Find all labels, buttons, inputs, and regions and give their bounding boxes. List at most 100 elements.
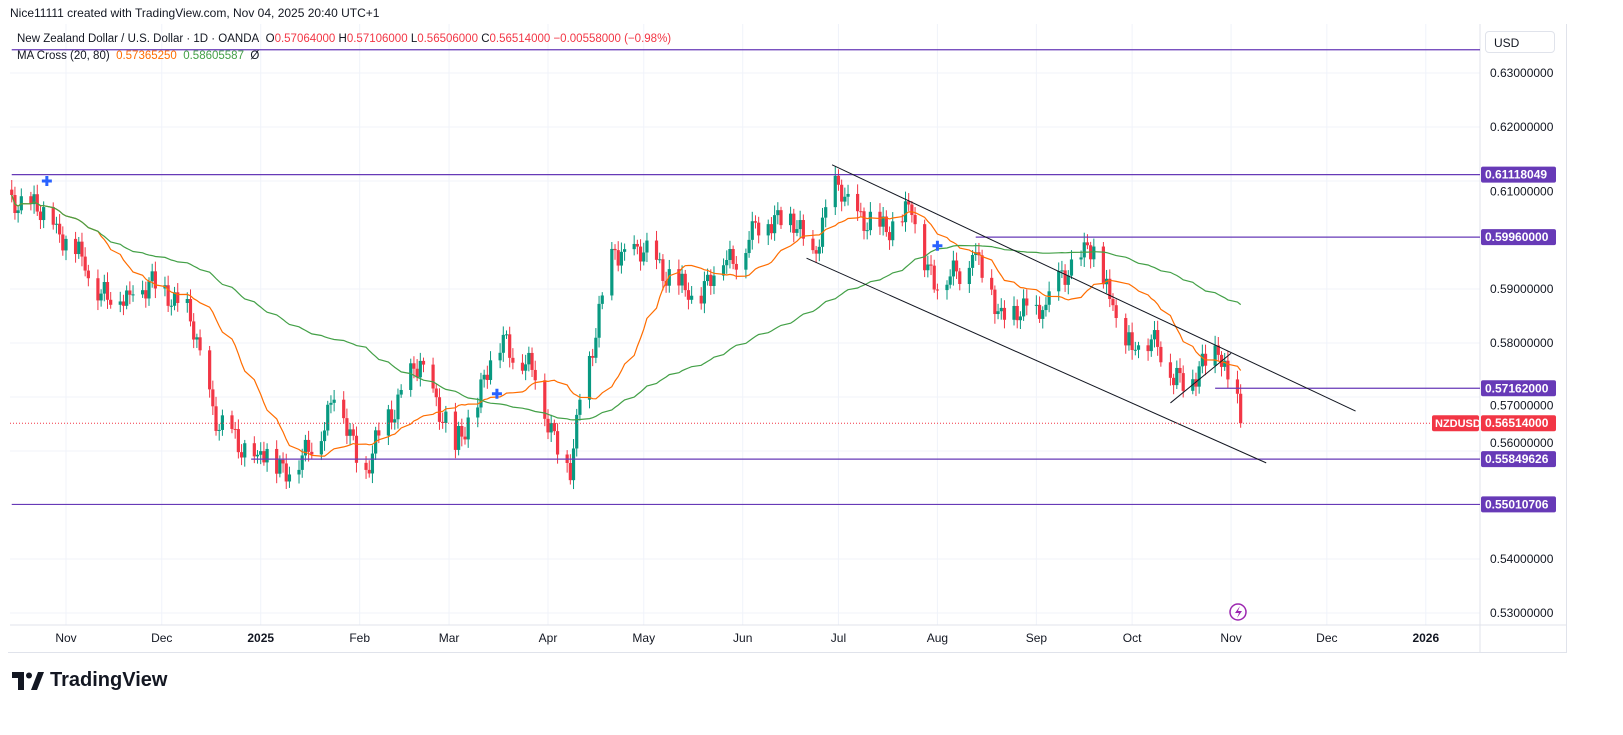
candle-body (498, 352, 502, 361)
candle-body (332, 399, 336, 403)
candle-body (846, 193, 850, 197)
candle-body (80, 241, 84, 257)
candle-body (431, 364, 435, 389)
candle-body (1082, 242, 1086, 258)
candle-body (1200, 353, 1204, 367)
time-tick-label: 2026 (1412, 631, 1439, 645)
price-tick-label: 0.61000000 (1490, 185, 1554, 199)
candle-body (73, 238, 78, 255)
candle-body (951, 260, 955, 277)
change-value: −0.00558000 (−0.98%) (553, 33, 672, 45)
candle-body (64, 238, 68, 251)
price-tick-label: 0.53000000 (1490, 606, 1554, 620)
candle-body (460, 425, 464, 437)
candle-body (958, 271, 962, 285)
candle-body (520, 362, 525, 371)
candle-body (169, 305, 173, 307)
candle-body (635, 243, 639, 247)
candle-body (1002, 307, 1007, 320)
candle-body (102, 282, 106, 294)
candle-body (856, 193, 860, 212)
close-label: C (481, 33, 490, 45)
candle-body (109, 299, 113, 305)
trend-line[interactable] (1170, 352, 1232, 404)
time-tick-label: Oct (1123, 631, 1142, 645)
candle-body (613, 248, 617, 251)
lightning-icon[interactable] (1229, 603, 1247, 621)
candle-body (967, 267, 971, 285)
candle-body (1194, 379, 1198, 387)
currency-button[interactable]: USD (1485, 31, 1555, 53)
candle-body (840, 184, 844, 202)
time-tick-label: Aug (927, 631, 948, 645)
price-tick-label: 0.63000000 (1490, 66, 1554, 80)
candle-body (504, 334, 509, 336)
symbol-title[interactable]: New Zealand Dollar / U.S. Dollar · 1D · … (17, 33, 260, 45)
candle-body (303, 439, 307, 456)
candle-body (118, 301, 122, 305)
candle-body (166, 285, 170, 306)
price-tick-label: 0.56000000 (1490, 436, 1554, 450)
time-tick-label: Dec (151, 631, 172, 645)
candle-body (348, 429, 352, 436)
candle-body (457, 425, 461, 450)
candle-body (236, 429, 240, 453)
trend-line[interactable] (806, 257, 1267, 464)
candle-body (255, 454, 260, 457)
candle-body (543, 380, 547, 419)
candle-body (929, 264, 933, 266)
candle-body (287, 474, 292, 482)
candle-body (128, 290, 132, 295)
candle-body (677, 269, 681, 286)
candle-body (418, 360, 422, 378)
candle-body (265, 448, 269, 463)
time-tick-label: 2025 (247, 631, 274, 645)
candle-body (776, 210, 780, 216)
candle-body (667, 269, 671, 286)
candle-body (329, 402, 333, 405)
candle-body (555, 431, 560, 455)
candle-body (859, 211, 863, 213)
candle-body (188, 299, 193, 322)
candle-body (734, 263, 738, 270)
candle-body (661, 259, 665, 281)
candle-body (125, 290, 129, 306)
candle-body (725, 259, 729, 266)
candle-body (1226, 360, 1230, 380)
price-level-label: 0.55010706 (1485, 497, 1549, 511)
candle-body (252, 443, 256, 457)
ma-slow-value: 0.58605587 (183, 50, 244, 62)
open-value: 0.57064000 (274, 33, 336, 45)
candle-body (1079, 257, 1083, 260)
price-level-tag (1481, 451, 1556, 468)
time-tick-label: Apr (539, 631, 558, 645)
candle-body (208, 350, 212, 390)
candle-body (144, 290, 148, 299)
tradingview-logo-icon (12, 671, 44, 690)
candle-body (744, 253, 748, 270)
time-tick-label: Mar (439, 631, 460, 645)
candle-body (1012, 305, 1016, 320)
logo-text: TradingView (50, 669, 168, 691)
indicator-title[interactable]: MA Cross (20, 80) (17, 50, 110, 62)
visibility-icon[interactable]: Ø (250, 50, 260, 62)
candle-body (434, 388, 438, 398)
candle-body (300, 455, 304, 470)
time-tick-label: Dec (1316, 631, 1337, 645)
credit-text: Nice11111 created with TradingView.com, … (10, 6, 380, 20)
lightning-icon-glyph (1235, 606, 1242, 618)
last-price-tag (1481, 415, 1556, 432)
candle-body (239, 452, 244, 458)
candle-body (699, 295, 703, 304)
trend-line[interactable] (831, 164, 1356, 412)
candle-body (284, 463, 288, 482)
candle-body (176, 292, 180, 303)
candle-body (578, 399, 582, 415)
candle-body (389, 409, 394, 423)
candle-body (342, 399, 346, 419)
candle-body (61, 234, 65, 251)
candle-body (910, 204, 914, 216)
candle-body (29, 196, 33, 205)
candle-body (479, 379, 483, 408)
